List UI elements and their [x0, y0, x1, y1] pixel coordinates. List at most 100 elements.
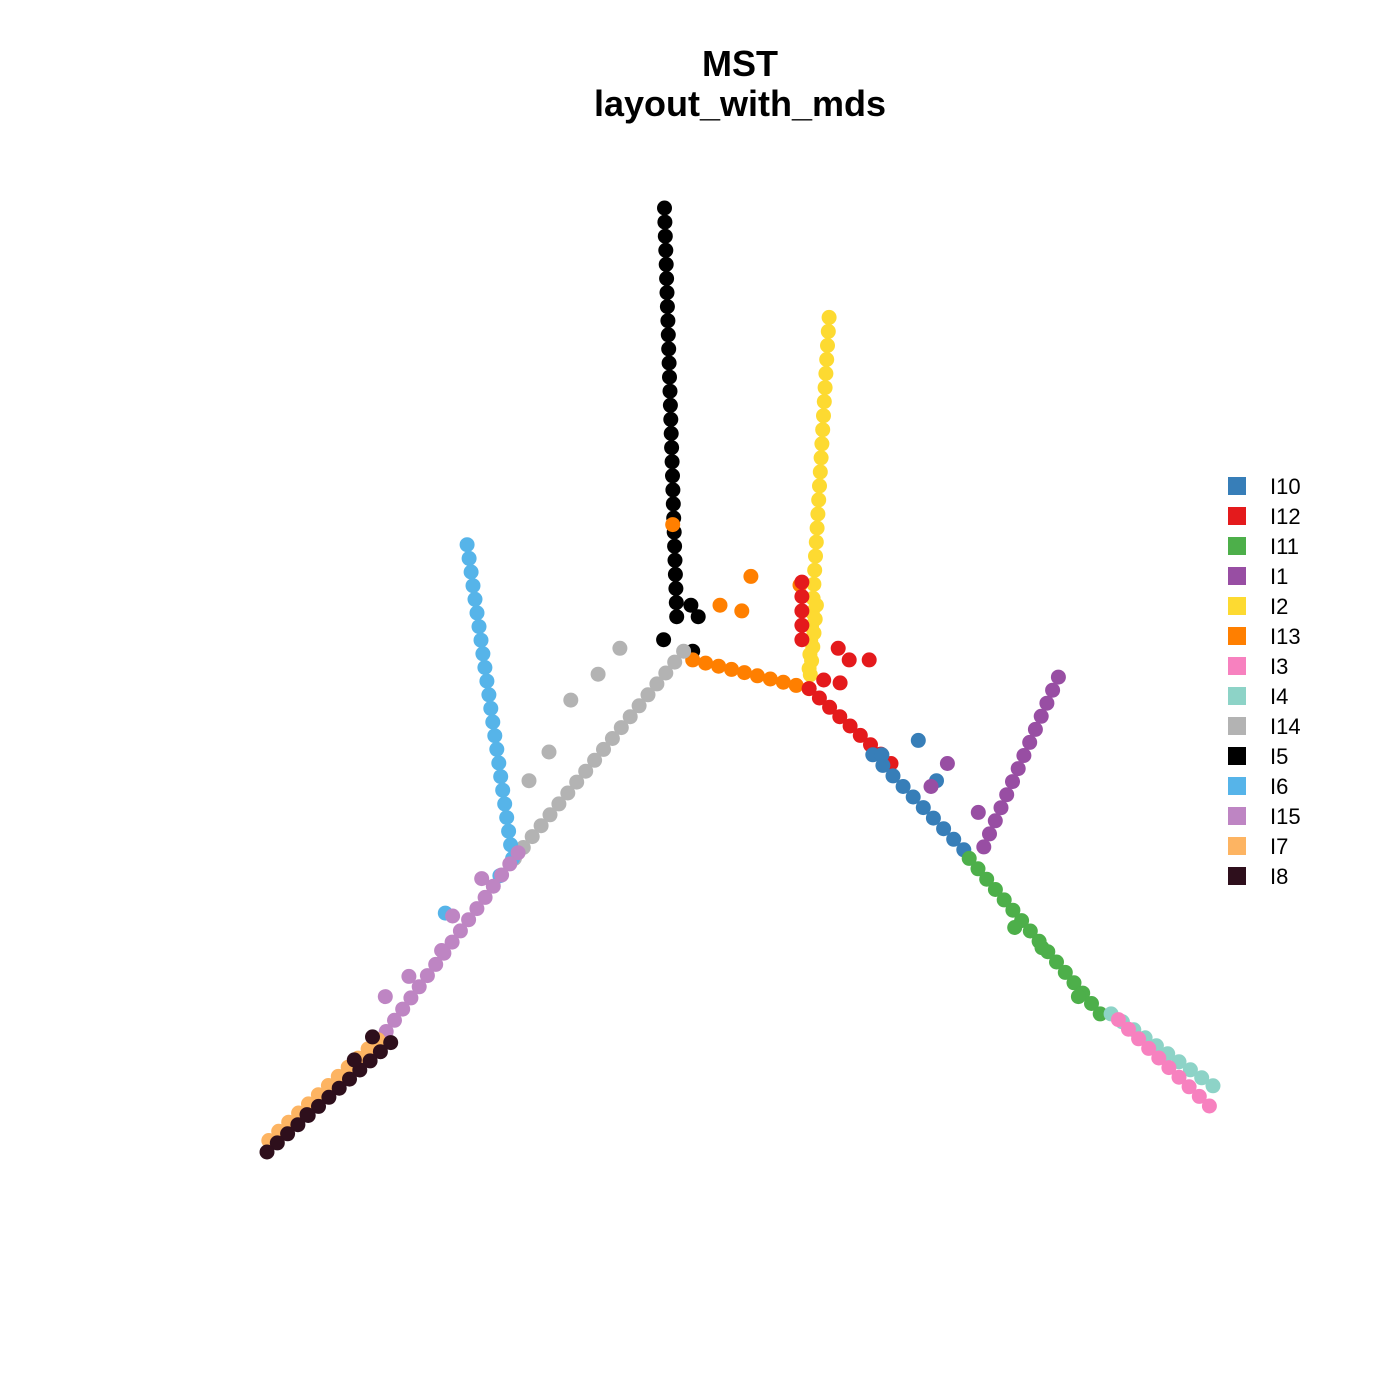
- vertex-I14: [667, 654, 683, 670]
- vertex-I5: [667, 552, 683, 568]
- vertex-I5: [658, 242, 674, 258]
- vertex-I10: [905, 789, 921, 805]
- vertex-I14: [658, 665, 674, 681]
- vertex-I8: [365, 1029, 380, 1045]
- legend-label-I5: I5: [1270, 744, 1288, 769]
- vertex-I8: [383, 1035, 399, 1051]
- legend-label-I4: I4: [1270, 684, 1288, 709]
- vertex-I2: [819, 352, 835, 367]
- vertex-I2: [815, 422, 831, 438]
- vertex-I5: [683, 597, 699, 613]
- vertex-I6: [477, 660, 493, 675]
- vertex-I10: [895, 779, 911, 794]
- legend-label-I1: I1: [1270, 564, 1288, 589]
- vertex-I15: [428, 956, 444, 972]
- vertex-I5: [661, 341, 677, 357]
- vertex-I1: [1027, 721, 1043, 737]
- legend-label-I3: I3: [1270, 654, 1288, 679]
- legend-swatch-I1: [1228, 567, 1246, 585]
- vertex-I5: [661, 355, 677, 371]
- vertex-I12: [794, 603, 810, 619]
- vertex-I6: [461, 550, 477, 566]
- vertex-I15: [494, 867, 510, 883]
- vertex-I12: [822, 699, 838, 715]
- vertex-I5: [664, 454, 680, 470]
- vertex-I6: [483, 700, 499, 716]
- vertex-I5: [665, 496, 681, 512]
- vertex-I14: [533, 818, 549, 834]
- vertex-I7: [360, 1041, 376, 1057]
- vertex-I11: [1092, 1006, 1108, 1022]
- vertex-I15: [477, 889, 493, 905]
- vertex-I2: [812, 464, 828, 480]
- vertex-I3: [1201, 1098, 1217, 1114]
- vertex-I6: [459, 537, 475, 553]
- vertex-I12: [794, 574, 810, 590]
- vertex-I13: [711, 658, 727, 674]
- chart-title-line2: layout_with_mds: [594, 83, 886, 124]
- vertex-I6: [495, 782, 511, 798]
- legend-swatch-I3: [1228, 657, 1246, 675]
- vertex-I3: [1141, 1040, 1157, 1056]
- vertex-I11: [987, 882, 1003, 897]
- vertex-I5: [663, 426, 679, 441]
- legend-label-I8: I8: [1270, 864, 1288, 889]
- vertex-I4: [1205, 1078, 1221, 1094]
- vertex-I6: [479, 673, 495, 689]
- mst-vertices: [259, 200, 1221, 1160]
- legend-swatch-I6: [1228, 777, 1246, 795]
- vertex-I3: [1171, 1069, 1187, 1085]
- vertex-I2: [806, 576, 822, 592]
- vertex-I13: [712, 597, 728, 613]
- vertex-I14: [596, 741, 611, 757]
- vertex-I1: [1010, 761, 1026, 777]
- vertex-I8: [299, 1107, 315, 1123]
- vertex-I13: [743, 568, 759, 584]
- vertex-I11: [1007, 920, 1023, 935]
- legend: I10 I12 I11 I1 I2 I13 I3 I4 I14 I5 I6 I15 I7 I8: [1228, 474, 1301, 889]
- vertex-I14: [541, 744, 557, 760]
- vertex-I5: [659, 271, 675, 286]
- vertex-I8: [321, 1089, 337, 1105]
- vertex-I1: [923, 779, 939, 794]
- vertex-I5: [663, 411, 679, 427]
- vertex-I2: [806, 625, 822, 641]
- vertex-I5: [657, 228, 673, 244]
- vertex-I8: [280, 1126, 296, 1142]
- vertex-I13: [665, 517, 681, 533]
- vertex-I2: [816, 408, 831, 424]
- vertex-I5: [657, 200, 672, 216]
- vertex-I2: [808, 548, 823, 564]
- vertex-I2: [813, 450, 829, 466]
- vertex-I1: [1039, 695, 1055, 711]
- vertex-I1: [993, 800, 1009, 816]
- vertex-I8: [331, 1080, 347, 1096]
- vertex-I5: [656, 632, 672, 648]
- vertex-I12: [794, 589, 810, 604]
- vertex-I12: [842, 718, 858, 734]
- vertex-I13: [788, 677, 804, 693]
- legend-swatch-I11: [1228, 537, 1246, 555]
- vertex-I12: [816, 672, 832, 688]
- vertex-I2: [817, 380, 833, 396]
- vertex-I14: [631, 698, 647, 714]
- vertex-I7: [330, 1068, 346, 1084]
- vertex-I15: [401, 968, 417, 984]
- vertex-I10: [925, 810, 941, 826]
- vertex-I5: [665, 468, 680, 484]
- vertex-I2: [808, 534, 824, 550]
- vertex-I11: [1034, 940, 1050, 956]
- vertex-I1: [1033, 708, 1049, 724]
- legend-label-I14: I14: [1270, 714, 1301, 739]
- vertex-I5: [668, 581, 684, 596]
- vertex-I2: [820, 323, 836, 339]
- vertex-I2: [805, 639, 821, 655]
- vertex-I12: [794, 632, 810, 648]
- vertex-I6: [481, 687, 497, 703]
- vertex-I11: [1084, 996, 1099, 1011]
- vertex-I6: [473, 632, 489, 648]
- legend-label-I10: I10: [1270, 474, 1301, 499]
- vertex-I15: [419, 968, 435, 984]
- vertex-I5: [690, 609, 706, 625]
- vertex-I2: [821, 309, 837, 325]
